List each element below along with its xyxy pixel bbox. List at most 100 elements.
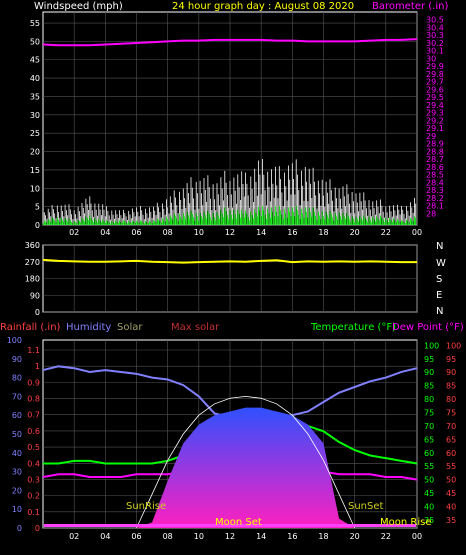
dew-tick-label: 60 bbox=[446, 449, 456, 458]
wind-tick-label: 35 bbox=[30, 92, 40, 101]
dew-tick-label: 80 bbox=[446, 395, 456, 404]
wind-tick-label: 45 bbox=[30, 56, 40, 65]
series-max-solar bbox=[136, 395, 356, 529]
hum-tick-label: 70 bbox=[12, 392, 22, 401]
baro-tick-label: 29.5 bbox=[426, 93, 444, 102]
series-windspeed bbox=[42, 205, 417, 225]
temp-tick-label: 60 bbox=[424, 449, 434, 458]
dir-tick-label: 90 bbox=[30, 291, 40, 300]
baro-tick-label: 28.1 bbox=[426, 202, 444, 211]
wind-tick-label: 10 bbox=[30, 184, 40, 193]
legend-solar: Solar bbox=[117, 322, 143, 333]
baro-tick-label: 28.3 bbox=[426, 186, 444, 195]
series-gust bbox=[42, 159, 417, 225]
wind-tick-label: 25 bbox=[30, 129, 40, 138]
x-tick-label-bottom: 04 bbox=[100, 532, 110, 541]
legend-rainfall: Rainfall (.in) bbox=[0, 322, 61, 333]
hum-tick-label: 60 bbox=[12, 411, 22, 420]
sunset-label: SunSet bbox=[348, 501, 384, 512]
baro-tick-label: 29.1 bbox=[426, 124, 444, 133]
x-tick-label-bottom: 08 bbox=[163, 532, 173, 541]
dew-tick-label: 50 bbox=[446, 476, 456, 485]
x-tick-label-bottom: 16 bbox=[287, 532, 297, 541]
x-tick-label-bottom: 20 bbox=[350, 532, 360, 541]
temp-tick-label: 90 bbox=[424, 368, 434, 377]
x-tick-label-bottom: 02 bbox=[69, 532, 79, 541]
x-tick-label-bottom: 06 bbox=[131, 532, 141, 541]
hum-tick-label: 10 bbox=[12, 505, 22, 514]
sunrise-label: SunRise bbox=[126, 501, 166, 512]
baro-tick-label: 30.3 bbox=[426, 31, 444, 40]
x-tick-label: 12 bbox=[225, 228, 235, 237]
temp-tick-label: 95 bbox=[424, 355, 434, 364]
wind-tick-label: 20 bbox=[30, 148, 40, 157]
baro-tick-label: 28.5 bbox=[426, 171, 444, 180]
rain-tick-label: 0.8 bbox=[27, 395, 40, 404]
x-tick-label: 20 bbox=[350, 228, 360, 237]
baro-tick-label: 30 bbox=[426, 54, 436, 63]
baro-tick-label: 28.7 bbox=[426, 155, 444, 164]
x-tick-label-bottom: 12 bbox=[225, 532, 235, 541]
rain-tick-label: 0.6 bbox=[27, 427, 40, 436]
wind-tick-label: 55 bbox=[30, 19, 40, 28]
legend-max-solar: Max solar bbox=[171, 322, 220, 333]
x-tick-label: 14 bbox=[256, 228, 266, 237]
x-tick-label: 02 bbox=[69, 228, 79, 237]
compass-n-top: N bbox=[436, 241, 443, 252]
barometer-label: Barometer (.in) bbox=[372, 1, 448, 12]
hum-tick-label: 30 bbox=[12, 468, 22, 477]
series-barometer bbox=[42, 38, 418, 47]
baro-tick-label: 29.3 bbox=[426, 109, 444, 118]
temp-tick-label: 35 bbox=[424, 516, 434, 525]
dew-tick-label: 100 bbox=[446, 341, 461, 350]
compass-n-bottom: N bbox=[436, 306, 443, 317]
rain-tick-label: 0.3 bbox=[27, 475, 40, 484]
series-solar bbox=[136, 407, 355, 528]
x-tick-label: 06 bbox=[131, 228, 141, 237]
x-tick-label-bottom: 00 bbox=[412, 532, 422, 541]
temp-tick-label: 85 bbox=[424, 382, 434, 391]
baro-tick-label: 29.9 bbox=[426, 62, 444, 71]
wind-tick-label: 5 bbox=[35, 203, 40, 212]
hum-tick-label: 50 bbox=[12, 430, 22, 439]
baro-tick-label: 28.9 bbox=[426, 140, 444, 149]
legend-temperature: Temperature (°F) bbox=[310, 322, 396, 333]
moon-bar bbox=[44, 524, 416, 527]
dew-tick-label: 55 bbox=[446, 462, 456, 471]
x-tick-label-bottom: 10 bbox=[194, 532, 204, 541]
temp-tick-label: 100 bbox=[424, 341, 439, 350]
baro-tick-label: 28 bbox=[426, 209, 436, 218]
series-direction bbox=[42, 258, 417, 264]
rain-tick-label: 0.9 bbox=[27, 378, 40, 387]
baro-tick-label: 28.2 bbox=[426, 194, 444, 203]
dew-tick-label: 35 bbox=[446, 516, 456, 525]
hum-tick-label: 90 bbox=[12, 355, 22, 364]
wind-tick-label: 15 bbox=[30, 166, 40, 175]
baro-tick-label: 30.1 bbox=[426, 47, 444, 56]
dew-tick-label: 70 bbox=[446, 422, 456, 431]
wind-tick-label: 0 bbox=[35, 221, 40, 230]
x-tick-label: 16 bbox=[287, 228, 297, 237]
baro-tick-label: 29.8 bbox=[426, 70, 444, 79]
baro-tick-label: 29 bbox=[426, 132, 436, 141]
hum-tick-label: 0 bbox=[17, 524, 22, 533]
x-tick-label-bottom: 22 bbox=[381, 532, 391, 541]
x-tick-label: 00 bbox=[412, 228, 422, 237]
dew-tick-label: 40 bbox=[446, 503, 456, 512]
windspeed-label: Windspeed (mph) bbox=[34, 1, 123, 12]
hum-tick-label: 100 bbox=[7, 336, 22, 345]
x-tick-label-bottom: 14 bbox=[256, 532, 266, 541]
compass-w: W bbox=[436, 258, 446, 269]
dew-tick-label: 65 bbox=[446, 435, 456, 444]
dir-tick-label: 360 bbox=[25, 241, 40, 250]
temp-tick-label: 40 bbox=[424, 503, 434, 512]
baro-tick-label: 29.7 bbox=[426, 78, 444, 87]
rain-tick-label: 1.1 bbox=[27, 346, 40, 355]
legend-dewpoint: Dew Point (°F) bbox=[392, 322, 464, 333]
rain-tick-label: 0.1 bbox=[27, 508, 40, 517]
compass-s: S bbox=[436, 274, 442, 285]
baro-tick-label: 30.2 bbox=[426, 39, 444, 48]
dew-tick-label: 95 bbox=[446, 355, 456, 364]
moonrise-label: Moon Rise bbox=[380, 517, 431, 528]
